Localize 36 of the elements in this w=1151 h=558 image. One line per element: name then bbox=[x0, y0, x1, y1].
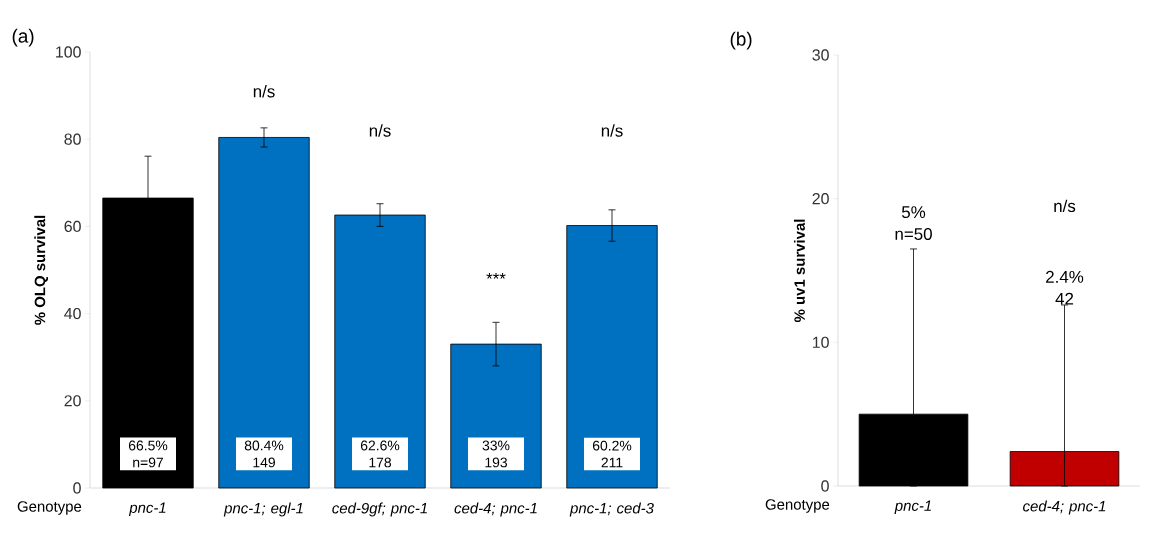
x-tick-label: ced-4; pnc-1 bbox=[1023, 500, 1106, 515]
y-tick-label: 100 bbox=[56, 46, 81, 58]
y-axis-title: % uv1 survival bbox=[793, 219, 805, 323]
x-tick-label: pnc-1 bbox=[128, 502, 166, 516]
x-axis-title: Genotype bbox=[17, 501, 82, 515]
y-tick-label: 80 bbox=[64, 133, 81, 145]
chart-title: (b) bbox=[730, 31, 752, 50]
data-label: 62.6% 178 bbox=[360, 440, 400, 468]
annotation: n/s bbox=[1054, 199, 1076, 213]
y-axis-title: % OLQ survival bbox=[34, 215, 49, 325]
y-tick-label: 20 bbox=[64, 395, 81, 407]
x-tick-label: ced-9gf; pnc-1 bbox=[332, 502, 427, 517]
x-tick-label: ced-4; pnc-1 bbox=[454, 502, 537, 517]
y-tick-label: 20 bbox=[812, 193, 829, 205]
data-label: 66.5% n=97 bbox=[128, 440, 168, 468]
annotation: 2.4% 42 bbox=[1046, 270, 1084, 305]
annotation: 5% n=50 bbox=[895, 206, 932, 241]
data-label: 33% 193 bbox=[482, 440, 510, 468]
annotation: n/s bbox=[253, 85, 275, 98]
x-tick-label: pnc-1; egl-1 bbox=[223, 502, 303, 517]
y-tick-label: 40 bbox=[64, 307, 81, 320]
data-label: 80.4% 149 bbox=[244, 440, 284, 468]
data-label: 60.2% 211 bbox=[592, 440, 632, 468]
y-tick-label: 0 bbox=[73, 482, 81, 494]
y-tick-label: 30 bbox=[812, 49, 829, 61]
y-tick-label: 0 bbox=[821, 480, 829, 492]
chart-title: (a) bbox=[12, 28, 34, 47]
annotation: n/s bbox=[369, 124, 391, 137]
y-tick-label: 10 bbox=[812, 336, 829, 348]
x-axis-title: Genotype bbox=[765, 499, 830, 513]
annotation: *** bbox=[486, 272, 506, 279]
x-tick-label: pnc-1; ced-3 bbox=[569, 502, 654, 517]
annotation: n/s bbox=[601, 124, 623, 137]
bar bbox=[218, 137, 310, 489]
y-tick-label: 60 bbox=[64, 220, 81, 233]
x-tick-label: pnc-1 bbox=[894, 500, 931, 514]
